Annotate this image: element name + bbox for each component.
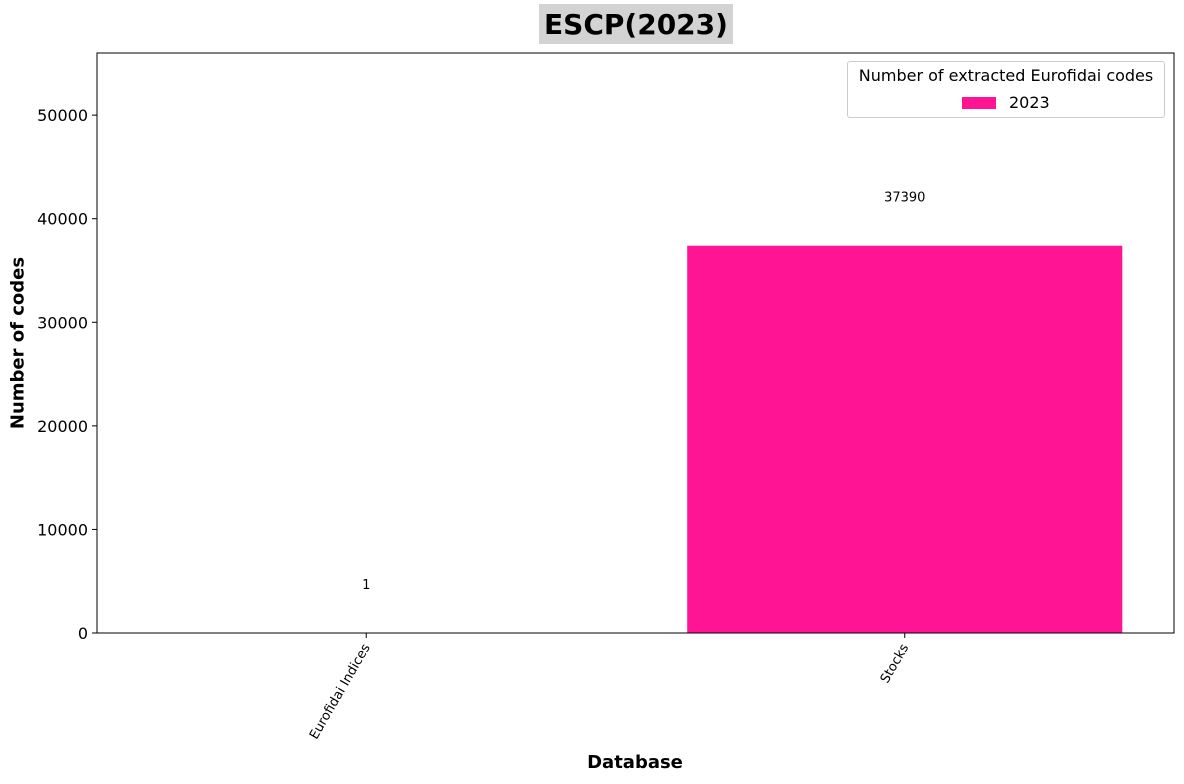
y-tick-label: 20000: [37, 417, 88, 436]
x-tick-label: Stocks: [878, 641, 912, 686]
bar: [687, 245, 1123, 633]
legend-title: Number of extracted Eurofidai codes: [858, 66, 1154, 85]
y-axis-label: Number of codes: [7, 256, 29, 430]
chart-title: ESCP(2023): [539, 4, 733, 44]
data-label: 37390: [884, 191, 925, 206]
x-tick-label: Eurofidai Indices: [307, 641, 374, 742]
y-tick-label: 10000: [37, 520, 88, 539]
x-axis-label: Database: [587, 752, 683, 773]
legend-series-label: 2023: [1009, 93, 1050, 112]
y-tick-label: 50000: [37, 106, 88, 125]
y-tick-label: 40000: [37, 210, 88, 229]
y-tick-label: 30000: [37, 313, 88, 332]
plot-frame: [96, 52, 1175, 634]
y-tick-label: 0: [78, 624, 88, 643]
legend: Number of extracted Eurofidai codes 2023: [847, 61, 1165, 118]
data-label: 1: [362, 578, 370, 593]
legend-swatch: [962, 97, 996, 109]
